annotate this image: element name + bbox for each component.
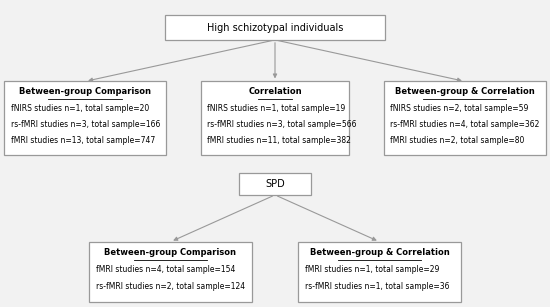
Text: fMRI studies n=2, total sample=80: fMRI studies n=2, total sample=80 [390,136,525,145]
FancyBboxPatch shape [384,81,546,155]
Text: rs-fMRI studies n=4, total sample=362: rs-fMRI studies n=4, total sample=362 [390,120,540,129]
Text: rs-fMRI studies n=3, total sample=566: rs-fMRI studies n=3, total sample=566 [207,120,357,129]
Text: fMRI studies n=1, total sample=29: fMRI studies n=1, total sample=29 [305,265,439,274]
Text: fMRI studies n=4, total sample=154: fMRI studies n=4, total sample=154 [96,265,235,274]
Text: fNIRS studies n=1, total sample=20: fNIRS studies n=1, total sample=20 [11,104,149,113]
Text: fNIRS studies n=2, total sample=59: fNIRS studies n=2, total sample=59 [390,104,529,113]
FancyBboxPatch shape [4,81,166,155]
Text: fMRI studies n=11, total sample=382: fMRI studies n=11, total sample=382 [207,136,351,145]
Text: rs-fMRI studies n=1, total sample=36: rs-fMRI studies n=1, total sample=36 [305,282,449,291]
Text: SPD: SPD [265,179,285,189]
Text: High schizotypal individuals: High schizotypal individuals [207,23,343,33]
Text: Between-group & Correlation: Between-group & Correlation [310,248,449,257]
FancyBboxPatch shape [201,81,349,155]
Text: fNIRS studies n=1, total sample=19: fNIRS studies n=1, total sample=19 [207,104,345,113]
Text: rs-fMRI studies n=3, total sample=166: rs-fMRI studies n=3, total sample=166 [11,120,160,129]
Text: rs-fMRI studies n=2, total sample=124: rs-fMRI studies n=2, total sample=124 [96,282,245,291]
Text: fMRI studies n=13, total sample=747: fMRI studies n=13, total sample=747 [11,136,155,145]
FancyBboxPatch shape [298,242,460,301]
Text: Between-group & Correlation: Between-group & Correlation [395,87,535,96]
FancyBboxPatch shape [89,242,252,301]
FancyBboxPatch shape [165,15,385,40]
Text: Between-group Comparison: Between-group Comparison [104,248,236,257]
FancyBboxPatch shape [239,173,311,195]
Text: Correlation: Correlation [248,87,302,96]
Text: Between-group Comparison: Between-group Comparison [19,87,151,96]
